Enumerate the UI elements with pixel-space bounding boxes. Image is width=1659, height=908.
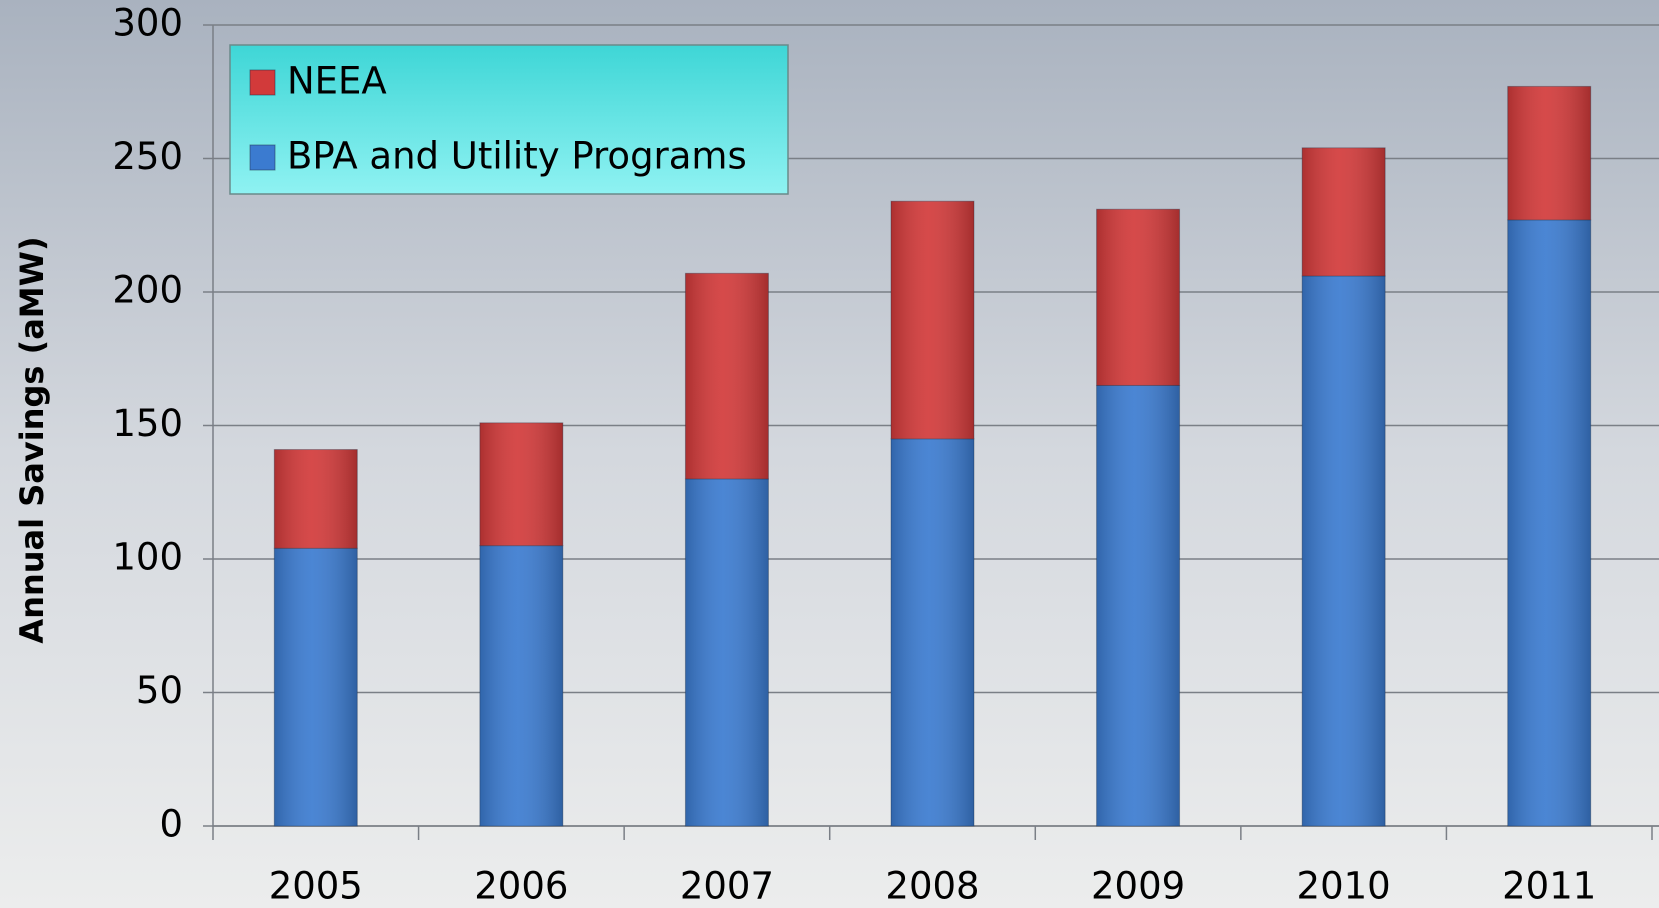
legend-swatch bbox=[249, 144, 276, 171]
bar-shade bbox=[479, 422, 563, 546]
x-tick-label: 2009 bbox=[1091, 865, 1185, 908]
bar-shade bbox=[274, 548, 358, 826]
bar-shade bbox=[274, 449, 358, 549]
y-tick-label: 150 bbox=[112, 402, 183, 445]
bar-shade bbox=[891, 201, 974, 439]
y-tick-label: 100 bbox=[112, 536, 183, 579]
bar-shade bbox=[685, 273, 769, 479]
legend-label: BPA and Utility Programs bbox=[287, 135, 747, 178]
x-tick-label: 2008 bbox=[885, 865, 979, 908]
x-tick-label: 2006 bbox=[474, 865, 568, 908]
y-tick-label: 50 bbox=[136, 669, 183, 712]
bar-shade bbox=[1302, 147, 1386, 276]
bar-shade bbox=[685, 478, 769, 826]
x-tick-label: 2011 bbox=[1502, 865, 1596, 908]
y-tick-label: 200 bbox=[112, 269, 183, 312]
x-tick-label: 2010 bbox=[1297, 865, 1391, 908]
bar-shade bbox=[1096, 209, 1180, 386]
bar-shade bbox=[1096, 385, 1180, 826]
y-axis-title: Annual Savings (aMW) bbox=[13, 236, 51, 643]
bar-shade bbox=[479, 545, 563, 826]
legend-swatch bbox=[249, 69, 276, 96]
x-tick-label: 2007 bbox=[680, 865, 774, 908]
bar-shade bbox=[1507, 219, 1591, 826]
bar-shade bbox=[891, 438, 974, 826]
bar-shade bbox=[1507, 86, 1591, 220]
y-tick-label: 300 bbox=[112, 2, 183, 45]
legend-box bbox=[229, 44, 789, 195]
x-tick-label: 2005 bbox=[269, 865, 363, 908]
legend-label: NEEA bbox=[287, 60, 387, 103]
y-tick-label: 250 bbox=[112, 135, 183, 178]
y-tick-label: 0 bbox=[159, 803, 183, 846]
bar-shade bbox=[1302, 275, 1386, 827]
